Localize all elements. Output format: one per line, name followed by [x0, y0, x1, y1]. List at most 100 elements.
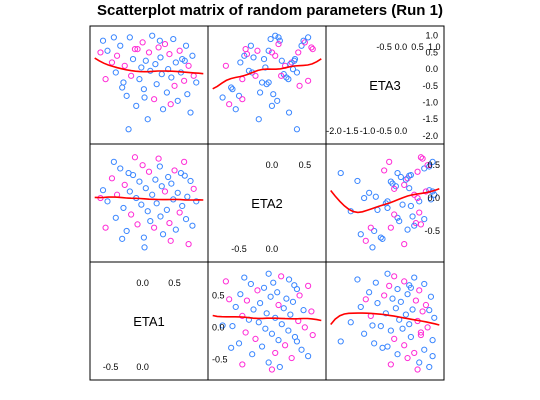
data-point: [296, 292, 303, 299]
data-point: [347, 319, 354, 326]
data-point: [193, 198, 200, 205]
tick-label: 0.5: [168, 278, 181, 288]
data-point: [256, 300, 264, 307]
data-point: [139, 162, 146, 169]
data-point: [411, 349, 418, 357]
data-point: [155, 155, 162, 162]
data-point: [179, 202, 186, 210]
data-point: [229, 86, 236, 93]
data-point: [131, 45, 139, 53]
data-point: [421, 216, 428, 223]
data-point: [117, 42, 124, 49]
data-point: [268, 49, 276, 56]
data-point: [260, 56, 268, 63]
data-point: [140, 86, 147, 93]
data-point: [152, 61, 159, 68]
data-point: [110, 158, 117, 165]
data-point: [427, 196, 435, 203]
data-point: [158, 71, 165, 78]
tick-label: -0.5: [376, 42, 392, 52]
tick-label: -2.0: [422, 131, 438, 141]
tick-label: -1.5: [343, 126, 359, 136]
data-point: [171, 82, 178, 89]
data-point: [298, 42, 305, 49]
data-point: [113, 52, 121, 59]
data-point: [416, 209, 423, 216]
data-point: [283, 74, 290, 81]
tick-label: 0.0: [395, 42, 408, 52]
data-point: [239, 312, 246, 319]
data-point: [125, 126, 132, 133]
data-point: [404, 354, 411, 362]
data-point: [397, 173, 404, 181]
data-point: [406, 282, 413, 289]
data-point: [422, 301, 430, 309]
data-point: [256, 89, 264, 96]
data-point: [151, 224, 158, 231]
diagonal-label: ETA2: [251, 196, 283, 211]
data-point: [243, 297, 251, 304]
tick-label: 0.5: [299, 160, 312, 170]
data-point: [401, 181, 408, 189]
data-point: [278, 273, 285, 280]
data-point: [268, 102, 276, 109]
data-point: [189, 52, 196, 59]
data-point: [156, 37, 163, 44]
data-point: [142, 57, 149, 64]
data-point: [139, 39, 146, 46]
data-point: [247, 280, 254, 288]
data-point: [140, 234, 147, 241]
data-point: [305, 34, 312, 41]
data-point: [112, 214, 119, 221]
data-point: [300, 307, 307, 314]
data-point: [394, 351, 401, 358]
data-point: [421, 346, 428, 353]
data-point: [417, 221, 425, 228]
data-point: [289, 298, 297, 305]
data-point: [159, 106, 167, 113]
data-point: [298, 346, 305, 353]
data-point: [270, 91, 277, 98]
data-point: [419, 155, 426, 162]
data-point: [414, 168, 421, 175]
data-point: [409, 213, 416, 220]
data-point: [412, 297, 419, 304]
tick-label: 0.0: [266, 244, 279, 254]
data-point: [272, 32, 279, 39]
data-point: [278, 72, 285, 79]
data-point: [166, 219, 173, 227]
data-point: [401, 241, 408, 248]
data-point: [167, 237, 174, 244]
data-point: [369, 244, 376, 251]
data-point: [226, 296, 233, 303]
data-point: [163, 206, 170, 214]
data-point: [167, 101, 174, 108]
data-point: [187, 109, 194, 116]
data-point: [141, 94, 148, 101]
data-point: [267, 293, 274, 300]
data-point: [372, 279, 379, 286]
tick-label: 0.0: [395, 126, 408, 136]
data-point: [252, 72, 259, 79]
data-point: [250, 54, 257, 61]
data-point: [366, 189, 373, 196]
tick-label: -0.5: [422, 81, 438, 91]
data-point: [285, 109, 293, 116]
data-point: [389, 180, 396, 187]
data-point: [168, 180, 175, 187]
data-point: [153, 81, 160, 88]
data-point: [144, 208, 151, 215]
data-point: [291, 282, 298, 289]
data-point: [371, 227, 378, 235]
data-point: [170, 35, 177, 43]
data-point: [168, 74, 175, 81]
data-point: [391, 335, 398, 342]
data-point: [387, 327, 394, 334]
data-point: [265, 359, 272, 366]
data-point: [136, 178, 143, 185]
smooth-line: [94, 57, 204, 75]
data-point: [156, 163, 163, 170]
tick-label: -0.5: [376, 126, 392, 136]
data-point: [404, 226, 411, 233]
panel-frame: [89, 25, 209, 145]
